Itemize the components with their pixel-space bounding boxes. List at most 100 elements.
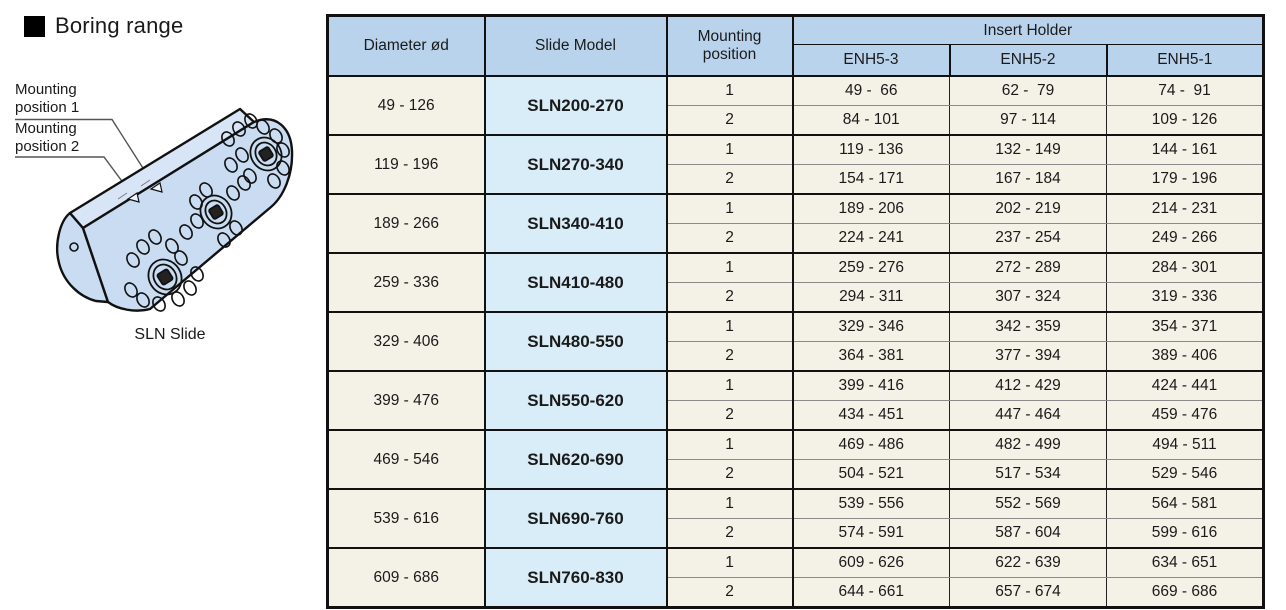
diameter-cell: 329 - 406	[327, 312, 485, 372]
model-cell: SLN480-550	[483, 312, 667, 372]
section-title: Boring range	[55, 13, 184, 38]
range-cell: 354 - 371	[1105, 312, 1264, 342]
range-cell: 319 - 336	[1105, 282, 1264, 313]
range-cell: 377 - 394	[949, 341, 1107, 372]
diameter-cell: 119 - 196	[327, 135, 485, 195]
range-cell: 259 - 276	[791, 253, 950, 283]
table-row: 2 294 - 311 307 - 324 319 - 336	[328, 282, 1264, 313]
table-row: 259 - 336 SLN410-480 1 259 - 276 272 - 289 28…	[327, 253, 1264, 313]
position-cell: 2	[665, 223, 793, 254]
range-cell: 84 - 101	[791, 105, 950, 136]
table-row: 2 154 - 171 167 - 184 179 - 196	[328, 164, 1264, 195]
boring-range-table: Diameter ød Slide Model Mounting positio…	[326, 14, 1266, 609]
range-cell: 49 - 66	[791, 76, 950, 106]
model-cell: SLN270-340	[483, 135, 667, 195]
section-heading: Boring range	[24, 13, 183, 39]
diameter-cell: 259 - 336	[327, 253, 485, 313]
position-cell: 2	[665, 282, 793, 313]
range-cell: 399 - 416	[791, 371, 950, 401]
range-cell: 657 - 674	[949, 577, 1107, 609]
table-row: 399 - 476 SLN550-620 1 399 - 416 412 - 429 42…	[327, 371, 1264, 431]
range-cell: 237 - 254	[949, 223, 1107, 254]
model-cell: SLN760-830	[483, 548, 667, 609]
range-cell: 539 - 556	[791, 489, 950, 519]
range-cell: 119 - 136	[791, 135, 950, 165]
position-cell: 1	[665, 135, 793, 165]
range-cell: 132 - 149	[949, 135, 1107, 165]
range-cell: 552 - 569	[949, 489, 1107, 519]
range-cell: 144 - 161	[1105, 135, 1264, 165]
position-cell: 1	[665, 76, 793, 106]
boring-range-table-wrap: Diameter ød Slide Model Mounting positio…	[326, 14, 1266, 609]
callout-mounting-position-2: Mounting position 2	[15, 120, 80, 155]
range-cell: 434 - 451	[791, 400, 950, 431]
range-cell: 447 - 464	[949, 400, 1107, 431]
position-cell: 1	[665, 312, 793, 342]
range-cell: 167 - 184	[949, 164, 1107, 195]
diameter-cell: 399 - 476	[327, 371, 485, 431]
mounting-position-markers	[117, 179, 163, 203]
range-cell: 342 - 359	[949, 312, 1107, 342]
range-cell: 62 - 79	[949, 76, 1107, 106]
table-row: 469 - 546 SLN620-690 1 469 - 486 482 - 499 49…	[327, 430, 1264, 490]
range-cell: 189 - 206	[791, 194, 950, 224]
position-cell: 2	[665, 577, 793, 609]
model-cell: SLN340-410	[483, 194, 667, 254]
diameter-cell: 539 - 616	[327, 489, 485, 549]
table-row: 539 - 616 SLN690-760 1 539 - 556 552 - 569 56…	[327, 489, 1264, 549]
range-cell: 109 - 126	[1105, 105, 1264, 136]
table-row: 329 - 406 SLN480-550 1 329 - 346 342 - 359 35…	[327, 312, 1264, 372]
col-header-enh5-2: ENH5-2	[948, 44, 1107, 77]
callout-mounting-position-1: Mounting position 1	[15, 81, 80, 116]
diameter-cell: 49 - 126	[327, 76, 485, 136]
table-row: 609 - 686 SLN760-830 1 609 - 626 622 - 639 63…	[327, 548, 1264, 609]
range-cell: 517 - 534	[949, 459, 1107, 490]
range-cell: 599 - 616	[1105, 518, 1264, 549]
col-header-diameter: Diameter ød	[327, 15, 485, 77]
table-row: 49 - 126 SLN200-270 1 49 - 66 62 - 79 74 - 91	[327, 76, 1264, 136]
bolt-holes	[124, 113, 290, 312]
model-cell: SLN690-760	[483, 489, 667, 549]
position-cell: 2	[665, 400, 793, 431]
range-cell: 249 - 266	[1105, 223, 1264, 254]
table-row: 189 - 266 SLN340-410 1 189 - 206 202 - 219 21…	[327, 194, 1264, 254]
diameter-cell: 189 - 266	[327, 194, 485, 254]
table-row: 2 644 - 661 657 - 674 669 - 686	[328, 577, 1264, 609]
diameter-cell: 469 - 546	[327, 430, 485, 490]
range-cell: 294 - 311	[791, 282, 950, 313]
position-cell: 1	[665, 548, 793, 578]
range-cell: 224 - 241	[791, 223, 950, 254]
table-row: 2 84 - 101 97 - 114 109 - 126	[328, 105, 1264, 136]
range-cell: 307 - 324	[949, 282, 1107, 313]
range-cell: 622 - 639	[949, 548, 1107, 578]
range-cell: 412 - 429	[949, 371, 1107, 401]
range-cell: 329 - 346	[791, 312, 950, 342]
section-marker-icon	[24, 15, 45, 37]
position-cell: 2	[665, 518, 793, 549]
position-cell: 1	[665, 253, 793, 283]
range-cell: 564 - 581	[1105, 489, 1264, 519]
range-cell: 272 - 289	[949, 253, 1107, 283]
table-row: 2 574 - 591 587 - 604 599 - 616	[328, 518, 1264, 549]
position-cell: 2	[665, 105, 793, 136]
table-row: 2 224 - 241 237 - 254 249 - 266	[328, 223, 1264, 254]
table-row: 2 504 - 521 517 - 534 529 - 546	[328, 459, 1264, 490]
position-cell: 2	[665, 459, 793, 490]
range-cell: 364 - 381	[791, 341, 950, 372]
col-header-slide-model: Slide Model	[483, 15, 667, 77]
table-row: 2 434 - 451 447 - 464 459 - 476	[328, 400, 1264, 431]
range-cell: 74 - 91	[1105, 76, 1264, 106]
range-cell: 529 - 546	[1105, 459, 1264, 490]
range-cell: 424 - 441	[1105, 371, 1264, 401]
range-cell: 669 - 686	[1105, 577, 1264, 609]
slide-body	[56, 107, 294, 312]
col-header-mounting-position: Mounting position	[665, 15, 793, 77]
range-cell: 459 - 476	[1105, 400, 1264, 431]
table-row: 119 - 196 SLN270-340 1 119 - 136 132 - 149 14…	[327, 135, 1264, 195]
col-header-enh5-3: ENH5-3	[791, 44, 950, 77]
range-cell: 214 - 231	[1105, 194, 1264, 224]
range-cell: 202 - 219	[949, 194, 1107, 224]
diagram-caption: SLN Slide	[134, 326, 206, 343]
col-header-insert-holder: Insert Holder	[791, 15, 1264, 45]
